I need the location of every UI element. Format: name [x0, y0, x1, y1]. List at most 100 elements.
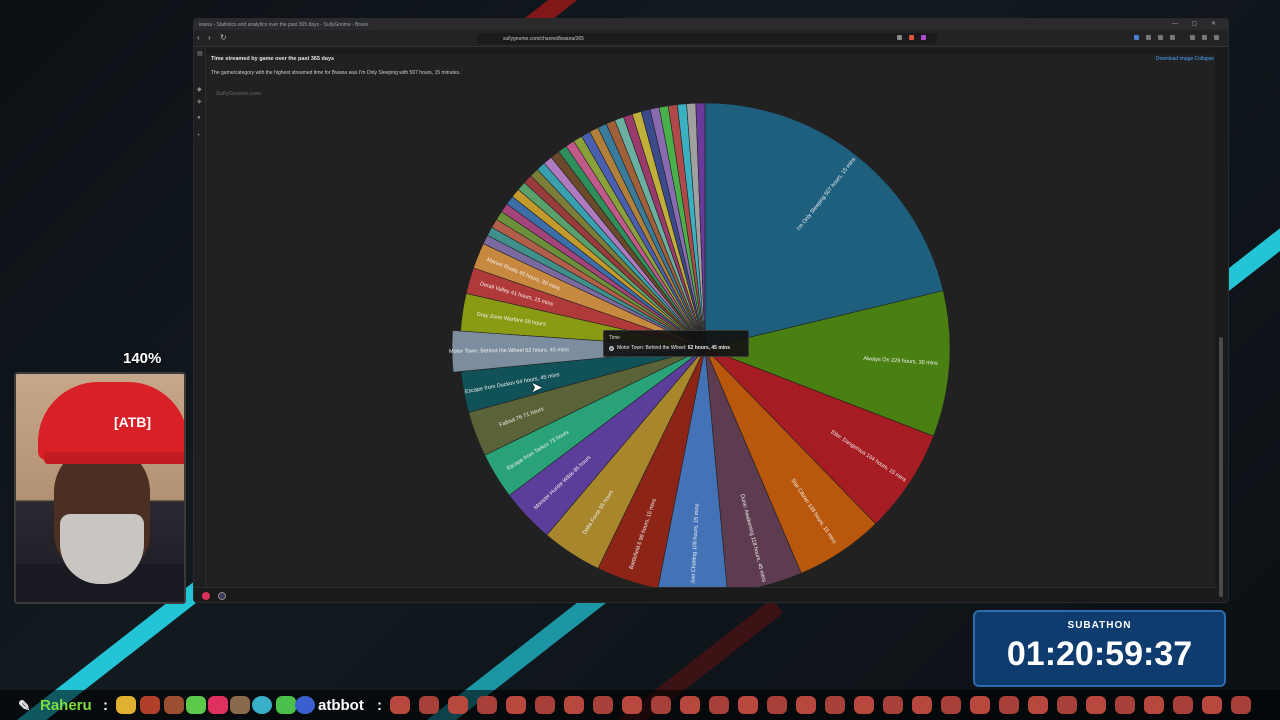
share-icon[interactable] [897, 35, 902, 40]
mouse-cursor-icon: ➤ [531, 379, 543, 395]
menu-icon[interactable] [1214, 35, 1219, 40]
emote-icon [1057, 696, 1077, 714]
emote-icon [208, 696, 228, 714]
scroll-thumb[interactable] [1219, 337, 1223, 597]
header-strip [206, 47, 1217, 55]
webcam-cap-brim [44, 452, 184, 464]
profile-icon[interactable] [1202, 35, 1207, 40]
emote-icon [1231, 696, 1251, 714]
emote-icon [252, 696, 272, 714]
scrollbar[interactable] [1215, 47, 1228, 602]
emote-icon [796, 696, 816, 714]
emote-icon [535, 696, 555, 714]
emote-icon [1115, 696, 1135, 714]
sidebar-item-icon[interactable]: ◆ [197, 87, 202, 93]
emote-icon [622, 696, 642, 714]
brave-shield-icon[interactable] [909, 35, 914, 40]
status-icon[interactable] [218, 592, 226, 600]
page-content: Time streamed by game over the past 365 … [206, 47, 1217, 587]
watermark: SullyGnome.com [216, 91, 261, 97]
pie-slice[interactable] [704, 102, 944, 349]
sidebar-panel-icon[interactable]: ▤ [197, 51, 203, 57]
emote-icon [230, 696, 250, 714]
emote-icon [680, 696, 700, 714]
webcam-cap [38, 382, 184, 460]
emote-icon [1173, 696, 1193, 714]
emote-icon [767, 696, 787, 714]
emote-icon [186, 696, 206, 714]
emote-icon [419, 696, 439, 714]
emote-icon [116, 696, 136, 714]
emote-icon [564, 696, 584, 714]
emote-icon [164, 696, 184, 714]
pie-slice[interactable] [451, 330, 706, 373]
chat-separator: : [377, 697, 382, 714]
chat-separator: : [103, 697, 108, 714]
pie-slice[interactable] [657, 347, 728, 587]
tooltip-value: 62 hours, 45 mins [687, 345, 731, 351]
browser-window: iwana - Statistics and analytics over th… [193, 18, 1229, 603]
sidebar-item-icon[interactable]: ● [197, 115, 201, 121]
ticker-icon: ✎ [18, 698, 31, 715]
pie-slice[interactable] [704, 347, 934, 525]
emote-icon [970, 696, 990, 714]
summary-text: The game/category with the highest strea… [211, 70, 461, 76]
subathon-time: 01:20:59:37 [1006, 635, 1193, 673]
window-titlebar: iwana - Statistics and analytics over th… [194, 19, 1228, 30]
pie-slice[interactable] [703, 290, 951, 437]
emote-icon [709, 696, 729, 714]
slice-label: Always On 229 hours, 30 mins [863, 356, 938, 367]
tooltip-text: Motor Town: Behind the Wheel: 62 hours, … [617, 345, 730, 351]
emote-icon [825, 696, 845, 714]
browser-bottom-bar [194, 587, 1217, 602]
extension-icon[interactable] [1146, 35, 1151, 40]
emote-icon [999, 696, 1019, 714]
record-icon[interactable] [202, 592, 210, 600]
emote-icon [651, 696, 671, 714]
emote-icon [448, 696, 468, 714]
back-icon[interactable]: ‹ [197, 33, 200, 42]
emote-icon [295, 696, 315, 714]
subathon-timer: SUBATHON 01:20:59:37 [973, 610, 1226, 687]
url-bar[interactable]: sullygnome.com/channel/bwana/365 [477, 33, 937, 44]
window-controls[interactable]: — ▢ ✕ [1171, 21, 1222, 27]
emote-icon [854, 696, 874, 714]
browser-sidebar: ▤ ◆ ◈ ● + [194, 47, 206, 602]
extension-icon[interactable] [1134, 35, 1139, 40]
chat-ticker: ✎ Raheru : atbbot : [0, 690, 1280, 720]
browser-toolbar: ‹ › ↻ sullygnome.com/channel/bwana/365 [194, 30, 1228, 47]
tooltip-name: Motor Town: Behind the Wheel: [617, 345, 687, 351]
emote-icon [738, 696, 758, 714]
emote-icon [1028, 696, 1048, 714]
reload-icon[interactable]: ↻ [220, 33, 227, 42]
chart-tooltip: Time Motor Town: Behind the Wheel: 62 ho… [603, 330, 749, 357]
emote-icon [390, 696, 410, 714]
wallet-icon[interactable] [1170, 35, 1175, 40]
chat-username: Raheru [40, 697, 92, 714]
forward-icon[interactable]: › [208, 33, 211, 42]
url-text[interactable]: sullygnome.com/channel/bwana/365 [503, 36, 584, 42]
emote-icon [1202, 696, 1222, 714]
rewards-icon[interactable] [921, 35, 926, 40]
add-icon[interactable]: + [197, 133, 201, 139]
slice-label: Motor Town: Behind the Wheel 62 hours, 4… [449, 347, 569, 355]
download-image-link[interactable]: Download image Collapse [1155, 56, 1214, 62]
pie-slice-small[interactable] [695, 102, 706, 349]
window-title: iwana - Statistics and analytics over th… [199, 22, 369, 28]
tooltip-swatch [609, 346, 614, 351]
page-title: Time streamed by game over the past 365 … [211, 56, 335, 62]
slice-label: Just Chatting 108 hours, 15 mins [690, 503, 700, 584]
pie-chart[interactable]: I'm Only Sleeping 507 hours, 15 minsAlwa… [206, 47, 1217, 587]
webcam-beard [60, 514, 144, 584]
emote-icon [1144, 696, 1164, 714]
emote-icon [593, 696, 613, 714]
extension-icon[interactable] [1158, 35, 1163, 40]
sidebar-item-icon[interactable]: ◈ [197, 99, 202, 105]
emote-icon [276, 696, 296, 714]
pie-slice[interactable] [704, 347, 802, 587]
emote-icon [506, 696, 526, 714]
chat-username: atbbot [318, 697, 364, 714]
sidebar-toggle-icon[interactable] [1190, 35, 1195, 40]
emote-icon [941, 696, 961, 714]
tooltip-title: Time [609, 335, 620, 341]
